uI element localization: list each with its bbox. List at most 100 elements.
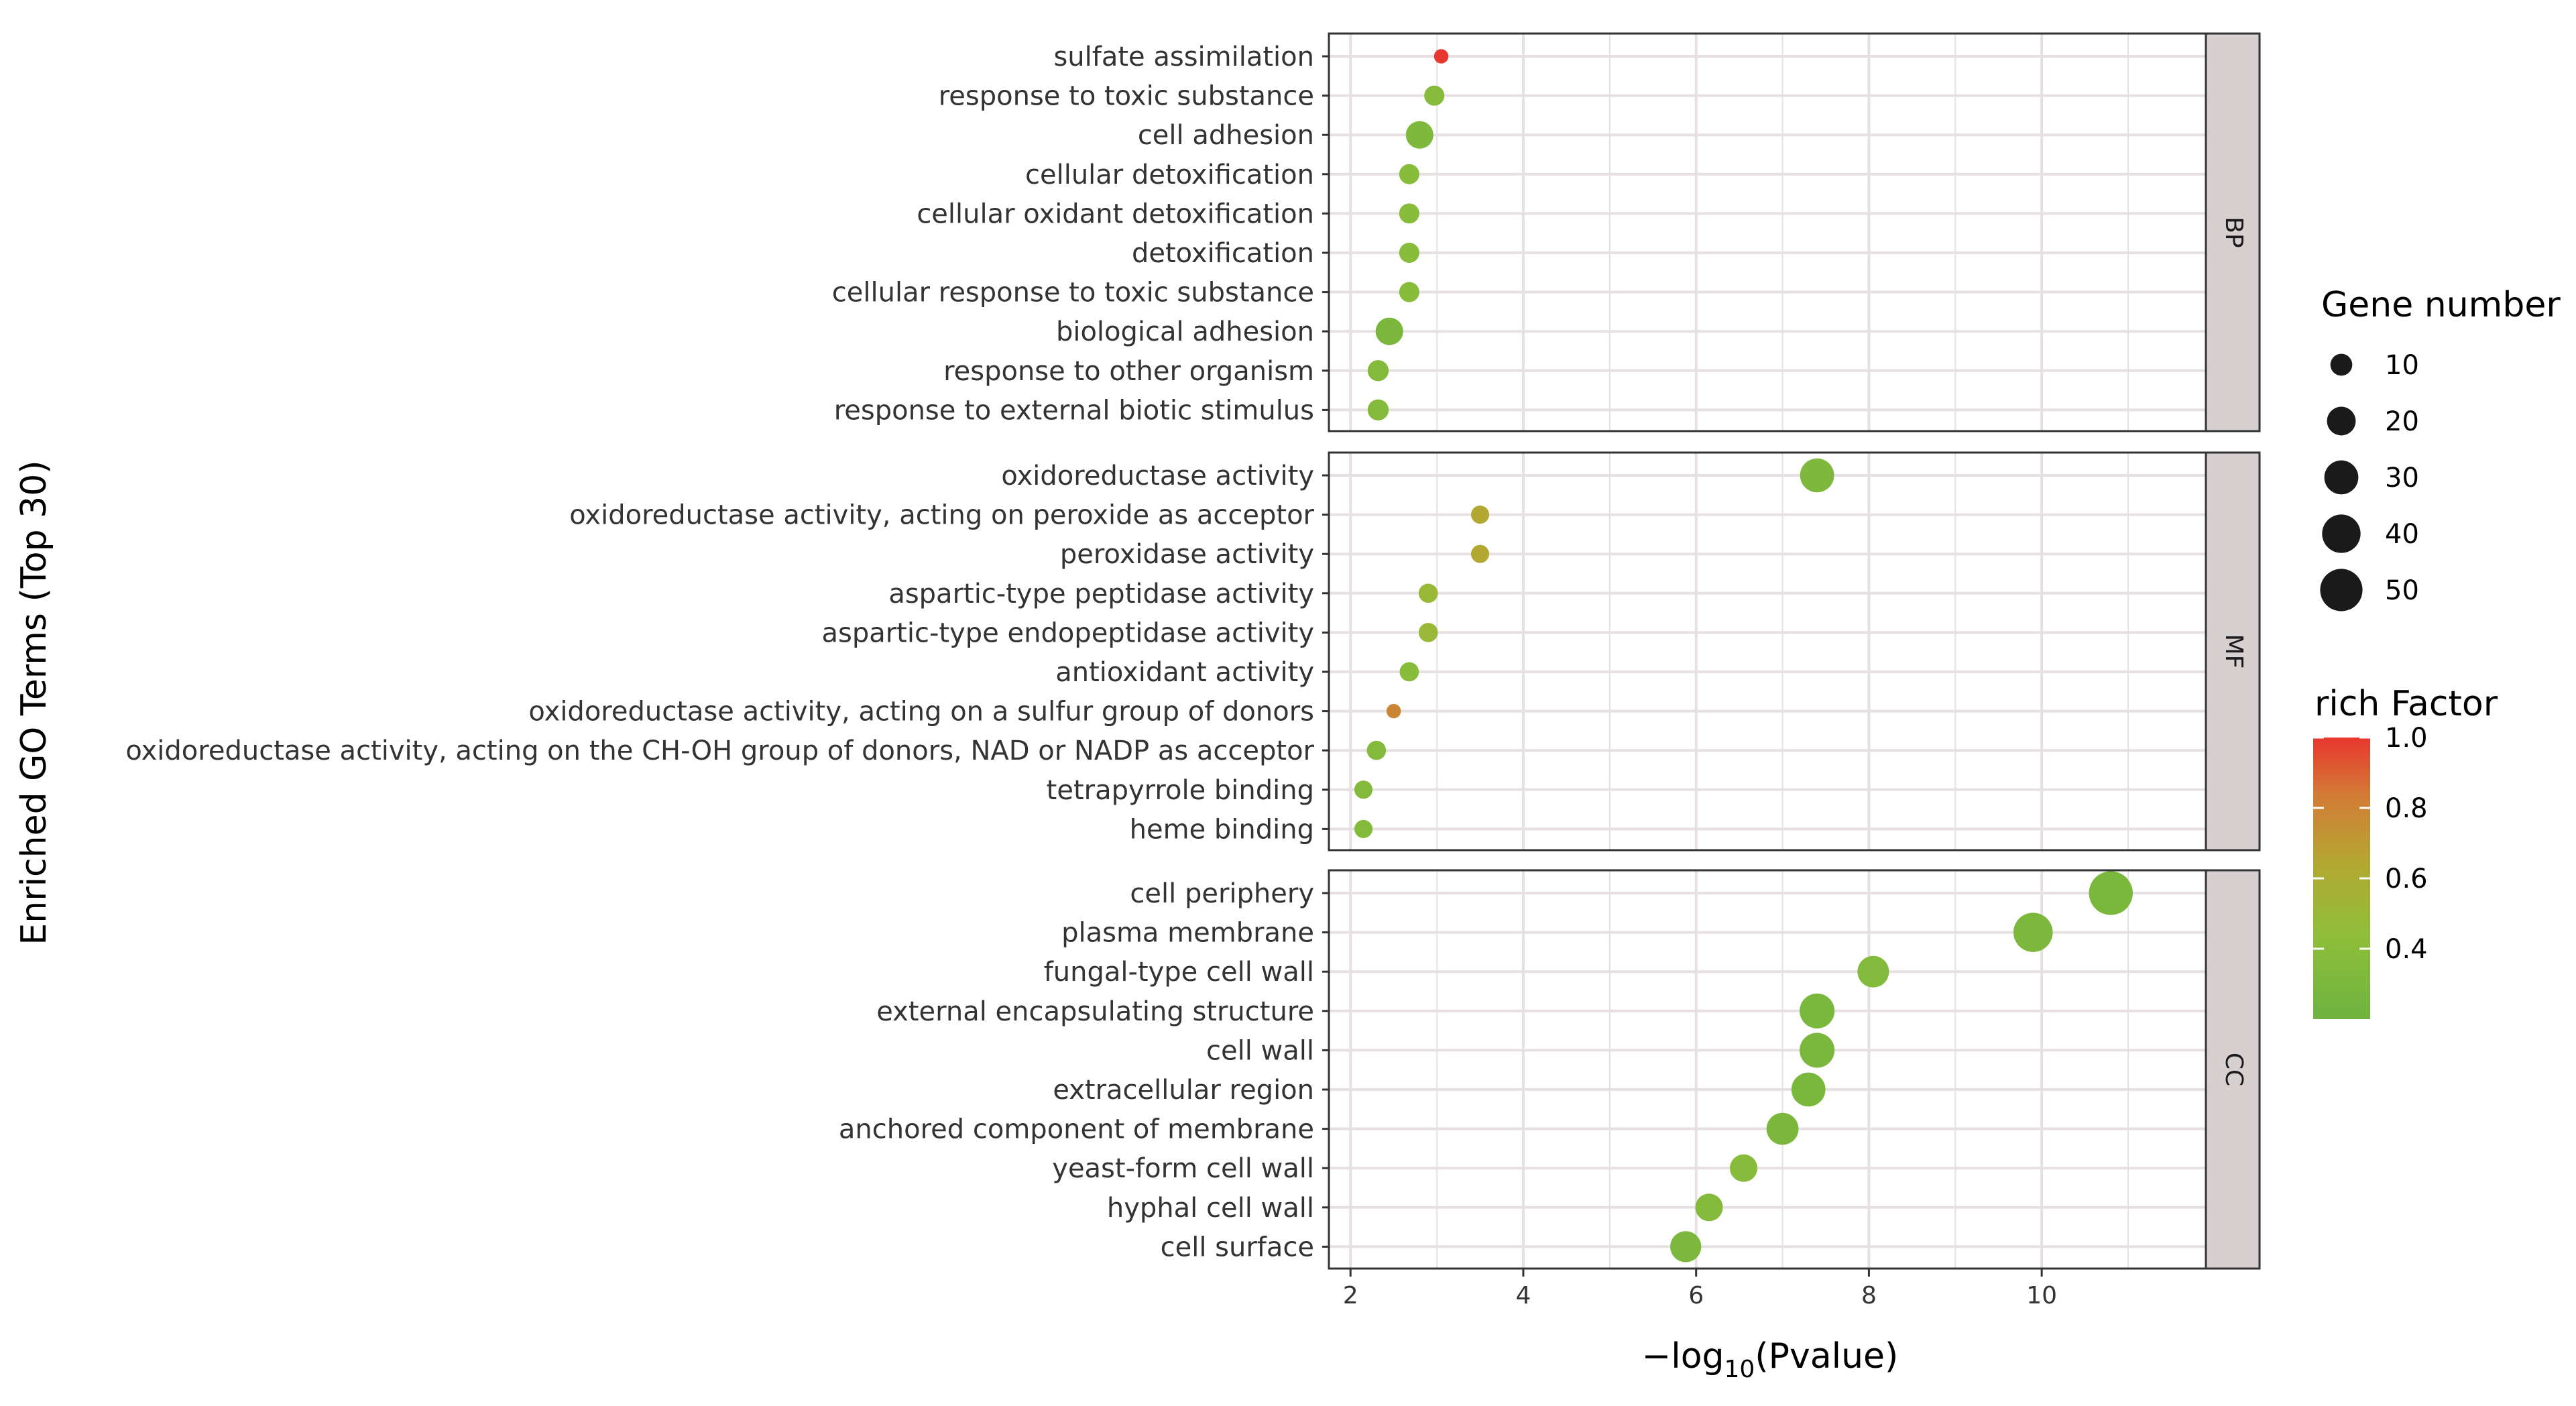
term-label: sulfate assimilation xyxy=(1053,42,1314,72)
term-label: oxidoreductase activity xyxy=(1001,461,1314,491)
term-label: tetrapyrrole binding xyxy=(1047,775,1314,806)
term-label: cellular response to toxic substance xyxy=(832,278,1314,308)
term-label: response to other organism xyxy=(943,356,1314,387)
panel-bp: sulfate assimilation response to toxic su… xyxy=(832,32,2261,432)
term-label: antioxidant activity xyxy=(1055,657,1314,688)
term-label: cell surface xyxy=(1161,1232,1314,1263)
size-legend-dot xyxy=(2330,353,2353,376)
term-label: cell periphery xyxy=(1130,878,1314,909)
term-label: plasma membrane xyxy=(1061,918,1314,949)
term-label: cell wall xyxy=(1206,1035,1314,1066)
data-point xyxy=(1354,780,1373,799)
size-legend: Gene number 10 20 30 40 50 xyxy=(2320,285,2561,611)
data-point xyxy=(1766,1112,1799,1145)
term-label: oxidoreductase activity, acting on a sul… xyxy=(528,697,1314,727)
x-axis: 2 4 6 8 10 xyxy=(1343,1269,2057,1309)
term-label: aspartic-type endopeptidase activity xyxy=(821,618,1314,648)
term-label: anchored component of membrane xyxy=(839,1114,1314,1145)
x-axis-title-prefix: −log xyxy=(1642,1336,1724,1376)
data-point xyxy=(1418,623,1438,642)
facet-strip-label: CC xyxy=(2220,1053,2247,1086)
data-point xyxy=(1399,164,1419,184)
term-label: response to toxic substance xyxy=(939,81,1314,112)
term-label: cellular detoxification xyxy=(1025,160,1314,190)
x-axis-title-main: (Pvalue) xyxy=(1755,1336,1898,1376)
data-point xyxy=(1354,819,1373,838)
x-tick-label: 8 xyxy=(1861,1282,1877,1309)
data-point xyxy=(1730,1154,1758,1182)
facet-strip-label: BP xyxy=(2220,217,2247,247)
panel-background xyxy=(1329,34,2206,431)
data-point xyxy=(1386,703,1401,719)
data-point xyxy=(1424,85,1445,106)
term-label: cellular oxidant detoxification xyxy=(917,198,1314,229)
term-label: extracellular region xyxy=(1053,1075,1314,1106)
term-label: peroxidase activity xyxy=(1060,539,1314,570)
term-label: yeast-form cell wall xyxy=(1052,1153,1314,1184)
term-label: detoxification xyxy=(1132,238,1314,269)
term-label: external encapsulating structure xyxy=(876,996,1314,1027)
data-point xyxy=(1800,458,1834,493)
x-tick-label: 10 xyxy=(2026,1282,2057,1309)
term-label: oxidoreductase activity, acting on the C… xyxy=(125,736,1314,766)
data-point xyxy=(1399,662,1419,682)
data-point xyxy=(1695,1193,1723,1222)
term-label: cell adhesion xyxy=(1138,120,1314,151)
x-axis-title: −log10(Pvalue) xyxy=(1642,1336,1899,1383)
color-legend-label: 0.4 xyxy=(2385,934,2428,965)
data-point xyxy=(1670,1231,1702,1263)
size-legend-label: 40 xyxy=(2385,519,2419,550)
facet-strip xyxy=(2205,451,2261,852)
data-point xyxy=(1791,1072,1826,1107)
color-legend-label: 1.0 xyxy=(2385,723,2428,754)
data-point xyxy=(1399,242,1419,263)
panel-background xyxy=(1329,870,2206,1269)
size-legend-label: 10 xyxy=(2385,350,2419,381)
size-legend-label: 50 xyxy=(2385,575,2419,606)
x-tick-label: 6 xyxy=(1688,1282,1704,1309)
term-label: heme binding xyxy=(1130,814,1314,845)
color-legend-title: rich Factor xyxy=(2315,684,2498,724)
size-legend-dot xyxy=(2320,569,2363,611)
data-point xyxy=(1399,203,1419,224)
term-label: hyphal cell wall xyxy=(1107,1193,1314,1224)
size-legend-title: Gene number xyxy=(2321,285,2561,325)
y-axis-title: Enriched GO Terms (Top 30) xyxy=(14,460,54,945)
panel-mf: oxidoreductase activity oxidoreductase ac… xyxy=(125,451,2261,852)
size-legend-label: 30 xyxy=(2385,463,2419,493)
data-point xyxy=(1433,49,1449,64)
facet-strip xyxy=(2205,32,2261,432)
panel-cc: cell periphery plasma membrane fungal-type… xyxy=(839,869,2261,1270)
x-tick-label: 4 xyxy=(1515,1282,1531,1309)
data-point xyxy=(1367,360,1389,382)
x-axis-title-subscript: 10 xyxy=(1724,1356,1755,1383)
size-legend-dot xyxy=(2322,514,2361,553)
data-point xyxy=(1399,282,1419,302)
term-label: response to external biotic stimulus xyxy=(834,395,1314,426)
color-legend-label: 0.8 xyxy=(2385,793,2428,824)
data-point xyxy=(1800,1033,1835,1068)
panels-layer: sulfate assimilation response to toxic su… xyxy=(125,32,2261,1270)
data-point xyxy=(1367,399,1389,421)
data-point xyxy=(1405,121,1433,149)
data-point xyxy=(1366,740,1387,760)
facet-strip xyxy=(2205,869,2261,1270)
data-point xyxy=(1470,506,1490,524)
facet-strip-label: MF xyxy=(2220,634,2247,669)
data-point xyxy=(1375,317,1403,345)
color-legend-label: 0.6 xyxy=(2385,864,2428,894)
data-point xyxy=(2089,871,2133,915)
data-point xyxy=(1418,583,1438,603)
data-point xyxy=(2013,913,2053,952)
term-label: oxidoreductase activity, acting on perox… xyxy=(569,500,1314,531)
term-label: biological adhesion xyxy=(1056,316,1314,347)
term-label: aspartic-type peptidase activity xyxy=(888,579,1314,609)
term-label: fungal-type cell wall xyxy=(1044,957,1314,988)
size-legend-label: 20 xyxy=(2385,406,2419,437)
size-legend-dot xyxy=(2324,460,2359,495)
data-point xyxy=(1800,993,1835,1029)
color-legend: rich Factor 1.0 0.8 0.6 0.4 xyxy=(2313,684,2498,1019)
size-legend-dot xyxy=(2327,406,2356,436)
data-point xyxy=(1470,544,1490,563)
